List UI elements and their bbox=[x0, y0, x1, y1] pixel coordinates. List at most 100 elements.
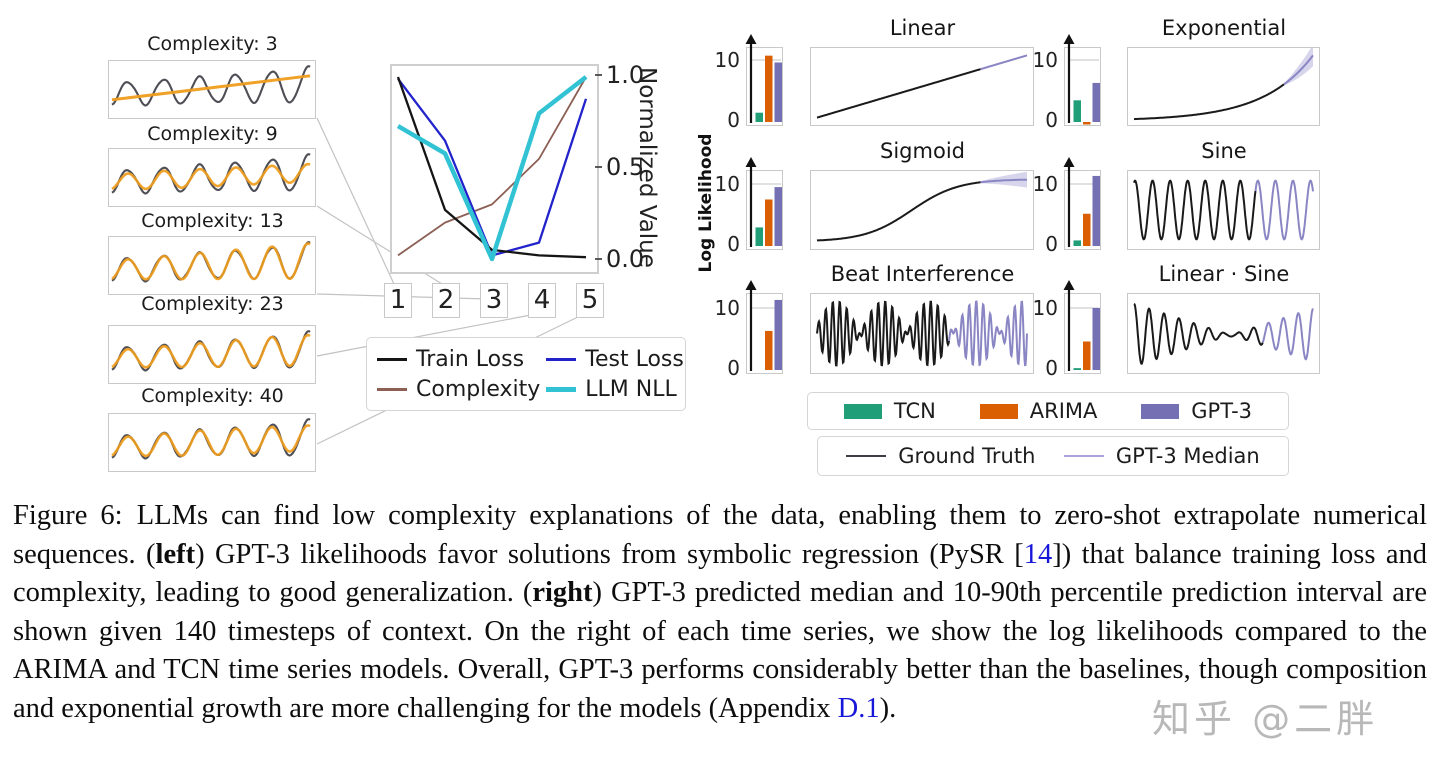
function-plot-linear-sine bbox=[1127, 293, 1320, 374]
complexity-label: Complexity: 9 bbox=[147, 123, 278, 145]
legend-line-swatch bbox=[1063, 455, 1104, 457]
legend-label: Ground Truth bbox=[898, 444, 1036, 468]
legend-color-swatch bbox=[979, 403, 1018, 419]
function-title-linear-sine: Linear · Sine bbox=[1158, 262, 1290, 286]
legend-line-swatch bbox=[377, 387, 407, 391]
bar-axis-label-0: 0 bbox=[727, 356, 740, 380]
legend-label: GPT-3 bbox=[1191, 399, 1253, 423]
legend-line-swatch bbox=[377, 357, 407, 361]
x-tick-box: 1 bbox=[384, 283, 412, 318]
complexity-plot bbox=[108, 148, 316, 207]
function-plot-sine bbox=[1127, 170, 1320, 250]
complexity-label: Complexity: 23 bbox=[141, 293, 284, 315]
bar-axis-label-10: 10 bbox=[1032, 172, 1058, 196]
x-tick-box: 2 bbox=[432, 283, 460, 318]
legend-item-arima: ARIMA bbox=[979, 399, 1098, 423]
legend-item-complexity: Complexity bbox=[377, 374, 540, 404]
legend-item-gpt-3: GPT-3 bbox=[1141, 399, 1252, 423]
complexity-plot bbox=[108, 325, 316, 384]
log-likelihood-bars-linear-sine bbox=[1063, 280, 1101, 374]
log-likelihood-bars-linear bbox=[745, 34, 783, 126]
function-plot-svg bbox=[816, 171, 1028, 242]
bar-axis-label-10: 10 bbox=[714, 48, 740, 72]
figure-caption: Figure 6: LLMs can find low complexity e… bbox=[13, 497, 1427, 728]
legend-label: Train Loss bbox=[416, 346, 525, 372]
bar-axis-label-0: 0 bbox=[1045, 232, 1058, 256]
legend-item-ground-truth: Ground Truth bbox=[846, 444, 1035, 468]
legend-line-swatch bbox=[546, 386, 577, 392]
reference-link-d1[interactable]: D.1 bbox=[837, 692, 880, 724]
complexity-plot bbox=[108, 236, 316, 295]
y-tick-label: 0.5 bbox=[606, 153, 645, 181]
bar-chart-svg bbox=[1063, 34, 1100, 125]
line-style-legend: Ground Truth GPT-3 Median bbox=[817, 436, 1289, 476]
caption-bold: right bbox=[532, 577, 593, 608]
normalized-value-axis-label: Normalized Value bbox=[634, 66, 660, 268]
function-plot-svg bbox=[816, 300, 1028, 367]
function-plot-sigmoid bbox=[810, 170, 1034, 250]
log-likelihood-bars-sine bbox=[1063, 157, 1101, 250]
bar-chart-svg bbox=[745, 280, 782, 371]
time-series-svg bbox=[111, 241, 311, 283]
caption-text: ]) that balance training loss and comple… bbox=[13, 538, 1427, 609]
log-likelihood-bars-beat-interference bbox=[745, 280, 783, 374]
bar-axis-label-10: 10 bbox=[714, 296, 740, 320]
caption-text: ) GPT-3 predicted median and 10-90th per… bbox=[13, 577, 1427, 724]
model-legend: TCN ARIMA GPT-3 bbox=[807, 392, 1289, 430]
legend-item-train-loss: Train Loss bbox=[377, 344, 540, 374]
loss-legend: Train Loss Test Loss Complexity LLM NLL bbox=[366, 337, 686, 411]
function-plot-svg bbox=[1133, 179, 1314, 241]
log-likelihood-bars-exponential bbox=[1063, 34, 1101, 126]
bar-axis-label-10: 10 bbox=[1032, 296, 1058, 320]
function-plot-beat-interference bbox=[810, 293, 1034, 374]
function-plot-exponential bbox=[1127, 47, 1320, 126]
bar-chart-svg bbox=[745, 34, 782, 123]
bar-axis-label-0: 0 bbox=[727, 108, 740, 132]
bar-chart-svg bbox=[745, 157, 782, 247]
y-tick-label: 0.0 bbox=[606, 245, 645, 273]
y-tick-label: 1.0 bbox=[606, 61, 645, 89]
function-title-sigmoid: Sigmoid bbox=[880, 139, 965, 163]
caption-text: ) GPT-3 likelihoods favor solutions from… bbox=[195, 538, 1024, 570]
function-plot-svg bbox=[1134, 48, 1314, 121]
function-title-linear: Linear bbox=[889, 16, 956, 40]
function-title-exponential: Exponential bbox=[1161, 16, 1287, 40]
complexity-label: Complexity: 13 bbox=[141, 210, 284, 232]
normalized-value-plot bbox=[396, 75, 588, 262]
legend-color-swatch bbox=[843, 403, 882, 419]
normalized-value-chart bbox=[390, 64, 599, 274]
y-axis-ticks bbox=[595, 74, 602, 260]
function-plot-svg bbox=[1133, 303, 1314, 365]
caption-text: ). bbox=[879, 692, 897, 724]
caption-bold: left bbox=[155, 538, 196, 570]
legend-label: Complexity bbox=[416, 376, 541, 402]
legend-item-test-loss: Test Loss bbox=[546, 344, 684, 374]
legend-label: LLM NLL bbox=[585, 376, 677, 402]
legend-item-gpt-3-median: GPT-3 Median bbox=[1063, 444, 1260, 468]
complexity-label: Complexity: 3 bbox=[147, 33, 278, 55]
time-series-svg bbox=[111, 153, 311, 195]
bar-axis-label-0: 0 bbox=[1045, 356, 1058, 380]
complexity-plot bbox=[108, 413, 316, 472]
complexity-plot bbox=[108, 60, 316, 119]
bar-chart-svg bbox=[1063, 280, 1100, 371]
complexity-label: Complexity: 40 bbox=[141, 385, 284, 407]
x-tick-box: 4 bbox=[528, 283, 556, 318]
function-title-sine: Sine bbox=[1201, 139, 1247, 163]
caption-text: Figure 6: LLMs can find low complexity e… bbox=[13, 500, 1427, 570]
bar-axis-label-10: 10 bbox=[714, 172, 740, 196]
legend-color-swatch bbox=[1141, 403, 1180, 419]
legend-line-swatch bbox=[546, 357, 577, 361]
bar-axis-label-10: 10 bbox=[1032, 48, 1058, 72]
function-plot-linear bbox=[810, 47, 1034, 126]
bar-axis-label-0: 0 bbox=[727, 232, 740, 256]
reference-link-14[interactable]: 14 bbox=[1023, 538, 1053, 570]
x-tick-box: 5 bbox=[576, 283, 604, 318]
bar-axis-label-0: 0 bbox=[1045, 108, 1058, 132]
legend-item-llm-nll: LLM NLL bbox=[546, 374, 684, 404]
legend-item-tcn: TCN bbox=[843, 399, 936, 423]
watermark: 知乎 @二胖 bbox=[1152, 697, 1379, 741]
log-likelihood-bars-sigmoid bbox=[745, 157, 783, 250]
legend-label: ARIMA bbox=[1029, 399, 1098, 423]
